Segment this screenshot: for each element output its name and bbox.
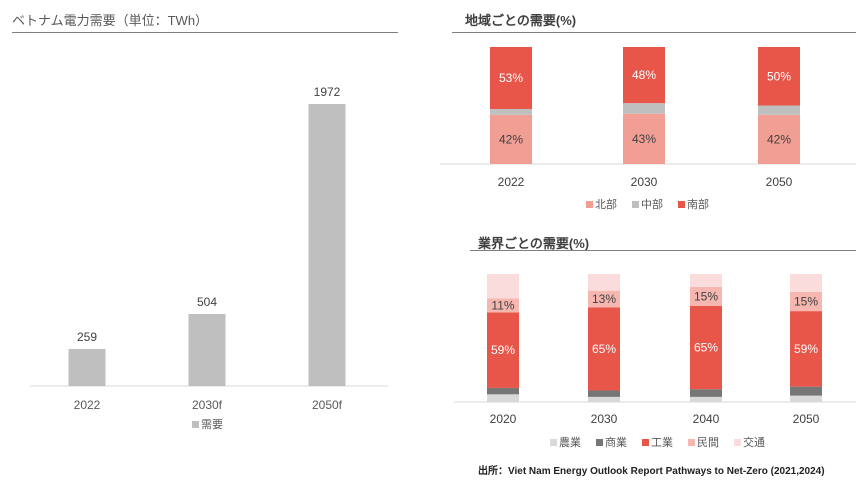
segment-民間 [790,291,822,312]
legend-label-民間: 民間 [697,436,719,449]
segment-農業 [588,396,620,402]
legend-swatch-交通 [734,439,741,446]
legend-label-交通: 交通 [743,435,765,449]
legend-label-工業: 工業 [651,436,673,449]
segment-交通 [588,274,620,291]
segment-民間 [690,286,722,306]
legend-swatch-中部 [632,201,639,208]
legend-swatch-工業 [642,439,649,446]
segment-工業 [487,312,519,388]
segment-value-label: 59% [491,343,515,357]
x-tick-label: 2040 [693,412,720,426]
legend-label-商業: 商業 [605,435,627,449]
legend-swatch-民間 [688,439,695,446]
legend-label-demand: 需要 [201,418,223,431]
x-tick-label: 2022 [498,175,525,189]
legend-swatch-北部 [586,201,593,208]
legend-label-農業: 農業 [559,435,581,449]
segment-value-label: 48% [632,68,656,82]
segment-value-label: 59% [794,342,818,356]
left-title-rule [12,32,398,33]
segment-北部 [623,113,665,164]
segment-農業 [690,396,722,402]
segment-value-label: 13% [592,292,616,306]
legend-swatch-商業 [596,439,603,446]
sector-title-rule [470,250,856,251]
segment-value-label: 42% [767,132,791,146]
segment-value-label: 53% [499,71,523,85]
segment-工業 [588,307,620,391]
legend-swatch-農業 [550,439,557,446]
legend-label-中部: 中部 [641,197,663,211]
segment-農業 [790,395,822,402]
segment-value-label: 65% [694,341,718,355]
segment-南部 [623,47,665,104]
x-tick-label: 2030 [631,175,658,189]
segment-交通 [487,274,519,299]
left-chart-title: ベトナム電力需要（単位：TWh） [12,13,209,28]
legend-label-北部: 北部 [595,197,617,211]
sector-chart-title: 業界ごとの需要(%) [478,236,590,251]
source-note: 出所：Viet Nam Energy Outlook Report Pathwa… [478,466,825,477]
segment-民間 [487,298,519,313]
legend-swatch-demand [192,421,199,428]
segment-value-label: 65% [592,342,616,356]
segment-工業 [790,311,822,387]
segment-value-label: 42% [499,132,523,146]
segment-中部 [490,109,532,115]
x-tick-label: 2020 [490,412,517,426]
segment-南部 [758,47,800,106]
x-tick-label: 2050 [766,175,793,189]
x-tick-label: 2022 [74,398,101,412]
demand-value-label: 259 [77,330,97,344]
segment-商業 [790,386,822,396]
segment-商業 [690,389,722,397]
demand-bar [68,348,106,386]
x-tick-label: 2030f [192,398,223,412]
x-tick-label: 2050 [793,412,820,426]
segment-value-label: 43% [632,132,656,146]
segment-value-label: 50% [767,69,791,83]
segment-北部 [758,114,800,164]
region-chart-title: 地域ごとの需要(%) [465,13,577,28]
segment-交通 [690,274,722,287]
legend-swatch-南部 [678,201,685,208]
segment-農業 [487,394,519,402]
segment-中部 [623,103,665,114]
x-tick-label: 2050f [312,398,343,412]
demand-value-label: 504 [197,295,217,309]
legend-label-南部: 南部 [687,197,709,211]
segment-商業 [588,390,620,397]
demand-value-label: 1972 [314,85,341,99]
segment-value-label: 15% [794,295,818,309]
region-title-rule [452,32,856,33]
segment-工業 [690,306,722,390]
segment-商業 [487,387,519,395]
segment-南部 [490,47,532,110]
segment-交通 [790,274,822,292]
demand-bar [308,104,346,386]
x-tick-label: 2030 [591,412,618,426]
segment-北部 [490,114,532,164]
demand-bar [188,313,226,386]
segment-民間 [588,290,620,308]
segment-中部 [758,105,800,115]
segment-value-label: 11% [491,298,514,312]
segment-value-label: 15% [694,289,718,303]
